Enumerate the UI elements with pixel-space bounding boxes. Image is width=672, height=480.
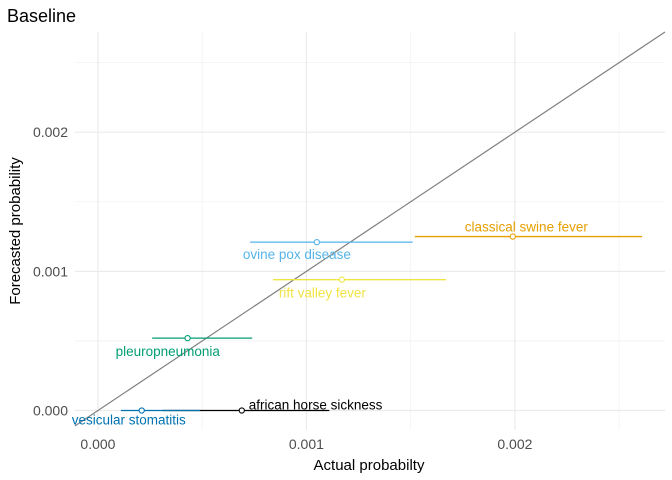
y-tick-label: 0.001 <box>33 263 68 279</box>
error-bars <box>120 235 643 412</box>
y-axis-title: Forecasted probability <box>7 157 24 305</box>
point-label: classical swine fever <box>465 220 589 235</box>
data-point <box>338 276 346 283</box>
data-point <box>138 407 145 414</box>
data-point <box>509 233 516 240</box>
identity-reference-line <box>74 31 666 427</box>
x-tick-label: 0.002 <box>497 436 532 452</box>
data-point <box>238 407 245 414</box>
x-tick-label: 0.000 <box>80 436 115 452</box>
point-label: ovine pox disease <box>243 247 351 262</box>
point-label: rift valley fever <box>279 286 367 301</box>
x-axis-tick-labels: 0.000 0.001 0.002 <box>80 436 532 452</box>
point-labels: classical swine fever ovine pox disease ri… <box>72 220 589 428</box>
point-label: african horse sickness <box>249 398 383 413</box>
x-tick-label: 0.001 <box>289 436 324 452</box>
data-point <box>313 238 320 246</box>
point-label: vesicular stomatitis <box>72 413 186 428</box>
data-point <box>184 335 191 342</box>
y-tick-label: 0.000 <box>33 403 68 419</box>
minor-gridlines <box>75 32 665 430</box>
y-tick-label: 0.002 <box>33 124 68 140</box>
point-label: pleuropneumonia <box>116 344 221 359</box>
x-axis-title: Actual probabilty <box>314 457 425 474</box>
major-gridlines <box>75 32 665 430</box>
y-axis-tick-labels: 0.000 0.001 0.002 <box>33 124 68 418</box>
data-points <box>138 233 516 414</box>
chart-title: Baseline <box>7 6 76 26</box>
